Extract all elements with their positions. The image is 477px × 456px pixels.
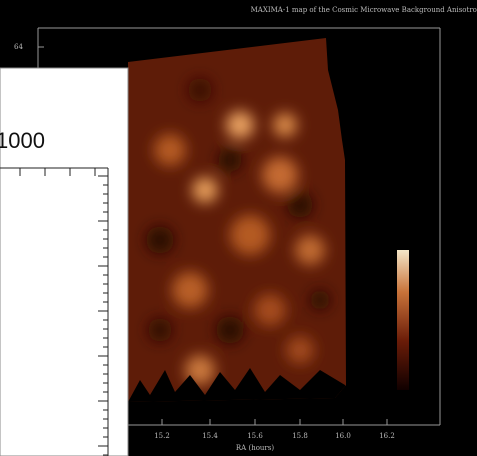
- x-tick-label: 16.2: [379, 432, 395, 440]
- x-tick-label: 15.4: [202, 432, 218, 440]
- x-tick-label: 15.6: [247, 432, 263, 440]
- inset-panel: 1000: [0, 67, 129, 456]
- map-title: MAXIMA-1 map of the Cosmic Microwave Bac…: [251, 6, 477, 14]
- x-tick-label: 15.2: [154, 432, 170, 440]
- x-axis-label: RA (hours): [236, 444, 274, 452]
- y-tick-label: 64: [14, 43, 23, 51]
- x-tick-label: 15.8: [292, 432, 308, 440]
- x-tick-label: 16.0: [335, 432, 351, 440]
- cmb-map: [128, 38, 346, 402]
- color-bar: [397, 250, 409, 390]
- inset-label: 1000: [0, 128, 45, 153]
